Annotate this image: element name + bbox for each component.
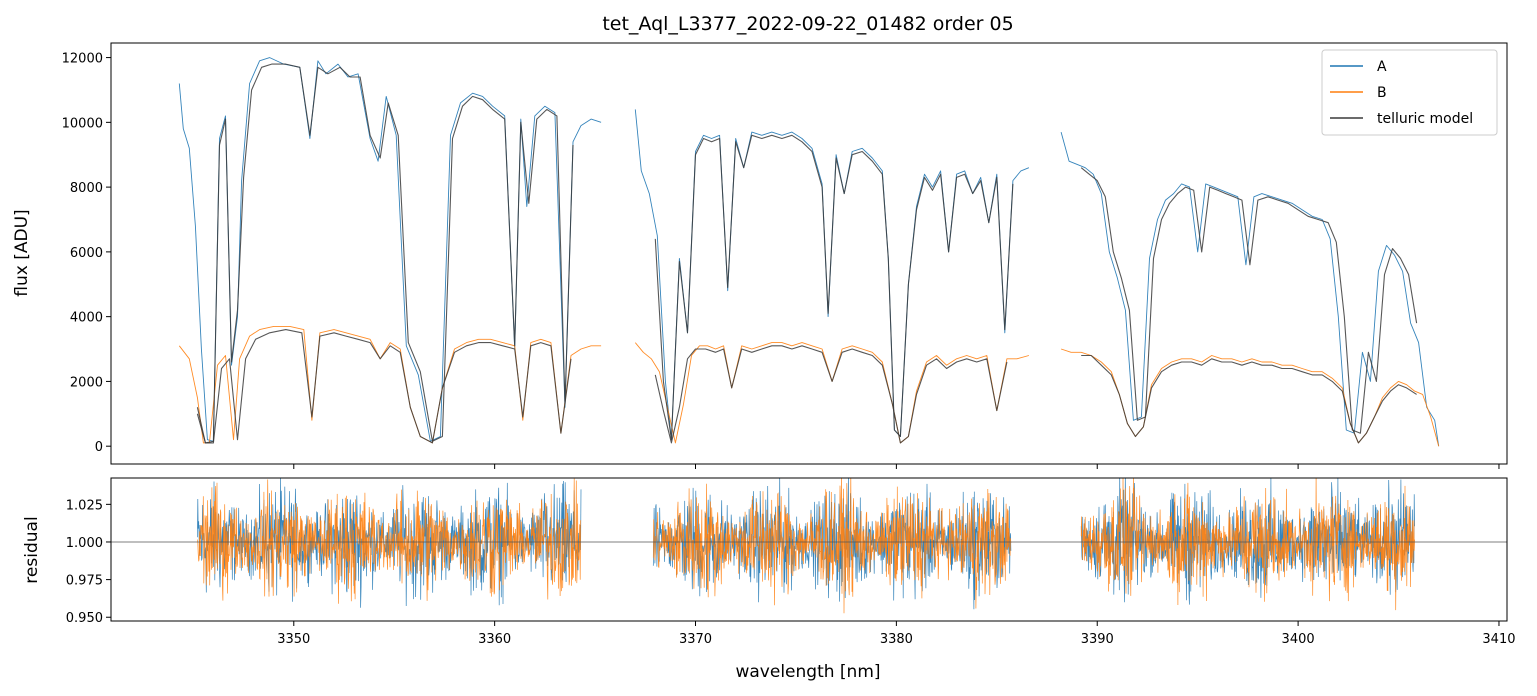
flux-series-0-segment-2 <box>1060 131 1440 447</box>
flux-y-tick-label: 6000 <box>70 246 103 261</box>
flux-lines <box>178 57 1440 447</box>
legend: A B telluric model <box>1321 49 1498 136</box>
residual-panel: 0.950 0.975 1.000 1.025 3350 3360 3370 3380 339… <box>22 477 1516 682</box>
flux-y-tick-label: 12000 <box>62 52 103 67</box>
residual-axes-frame <box>110 477 1508 622</box>
flux-y-ticks: 0 2000 4000 6000 8000 10000 12000 <box>62 52 111 455</box>
residual-y-axis-label: residual <box>22 516 42 583</box>
residual-x-tick-label: 3380 <box>880 632 913 647</box>
residual-y-tick-label: 1.025 <box>66 498 103 513</box>
residual-y-tick-label: 1.000 <box>66 536 103 551</box>
flux-series-2-segment-0 <box>196 63 574 444</box>
flux-series-2-segment-1 <box>654 134 1014 441</box>
residual-series-1-segment-2 <box>1080 478 1415 611</box>
flux-y-tick-label: 4000 <box>70 311 103 326</box>
chart-title: tet_Aql_L3377_2022-09-22_01482 order 05 <box>602 13 1013 35</box>
residual-x-tick-label: 3360 <box>478 632 511 647</box>
residual-x-tick-label: 3370 <box>679 632 712 647</box>
flux-axes-frame <box>110 42 1508 465</box>
legend-label-a: A <box>1377 59 1387 75</box>
flux-series-2-segment-4 <box>654 345 1008 444</box>
x-axis-label: wavelength [nm] <box>735 662 880 682</box>
legend-box <box>1321 49 1498 136</box>
flux-y-tick-label: 2000 <box>70 375 103 390</box>
residual-x-tick-label: 3390 <box>1081 632 1114 647</box>
flux-y-tick-label: 8000 <box>70 181 103 196</box>
flux-panel: 0 2000 4000 6000 8000 10000 12000 flux [ADU] <box>12 42 1508 469</box>
flux-y-tick-label: 10000 <box>62 116 103 131</box>
residual-lines <box>197 478 1415 614</box>
residual-x-tick-label: 3410 <box>1482 632 1515 647</box>
legend-label-b: B <box>1377 85 1387 101</box>
residual-y-tick-label: 0.975 <box>66 574 103 589</box>
residual-x-tick-label: 3350 <box>277 632 310 647</box>
flux-series-1-segment-1 <box>634 342 1030 444</box>
residual-x-tick-label: 3400 <box>1282 632 1315 647</box>
flux-series-2-segment-3 <box>196 329 572 444</box>
flux-series-2-segment-2 <box>1080 167 1418 434</box>
legend-label-telluric: telluric model <box>1377 111 1473 127</box>
residual-series-1-segment-1 <box>652 478 1012 614</box>
flux-series-0-segment-1 <box>634 109 1030 441</box>
residual-x-ticks: 3350 3360 3370 3380 3390 3400 3410 <box>277 621 1516 647</box>
flux-plot-area <box>111 43 1507 464</box>
flux-series-1-segment-0 <box>178 325 602 444</box>
flux-y-axis-label: flux [ADU] <box>12 209 32 296</box>
residual-y-ticks: 0.950 0.975 1.000 1.025 <box>66 498 111 626</box>
flux-y-tick-label: 0 <box>95 440 103 455</box>
flux-series-2-segment-5 <box>1081 354 1417 444</box>
residual-y-tick-label: 0.950 <box>66 611 103 626</box>
residual-series-1-segment-0 <box>197 478 582 604</box>
flux-x-ticks <box>293 464 1500 469</box>
